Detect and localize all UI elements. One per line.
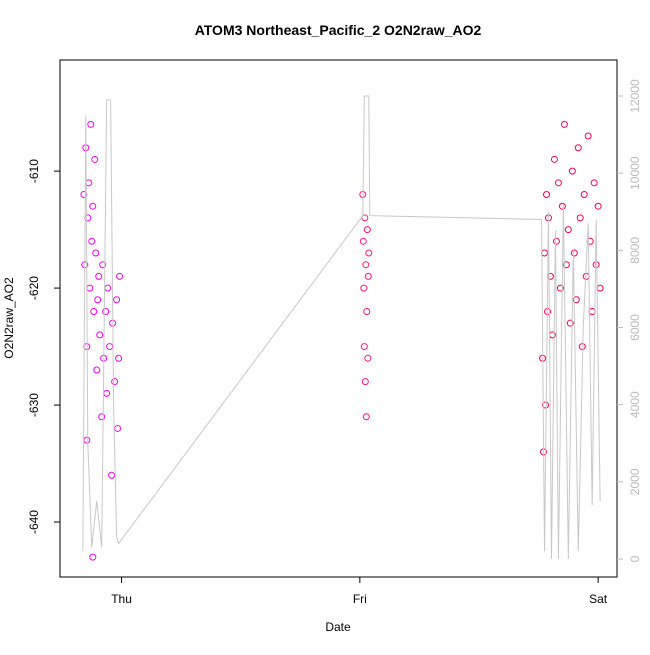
point	[542, 401, 550, 409]
point	[114, 424, 122, 432]
point	[594, 202, 602, 210]
point	[588, 307, 596, 315]
point	[113, 296, 121, 304]
point	[550, 155, 558, 163]
point	[574, 144, 582, 152]
point	[363, 226, 371, 234]
point	[98, 413, 106, 421]
point	[89, 202, 97, 210]
point	[572, 296, 580, 304]
point	[562, 261, 570, 269]
point	[103, 389, 111, 397]
point	[95, 272, 103, 280]
point	[361, 214, 369, 222]
point	[566, 319, 574, 327]
x-tick-label: Thu	[111, 592, 132, 606]
point	[90, 307, 98, 315]
point	[558, 202, 566, 210]
x-axis-label: Date	[325, 620, 351, 634]
y2-tick-label: 8000	[628, 237, 642, 264]
point	[596, 284, 604, 292]
y2-tick-label: 0	[628, 555, 642, 562]
y-tick-label: -620	[27, 276, 41, 300]
point	[576, 214, 584, 222]
point	[94, 296, 102, 304]
point	[362, 413, 370, 421]
point	[584, 132, 592, 140]
point	[360, 284, 368, 292]
point	[541, 249, 549, 257]
point	[364, 354, 372, 362]
point	[89, 553, 97, 561]
point	[543, 191, 551, 199]
y2-tick-label: 2000	[628, 468, 642, 495]
point	[84, 214, 92, 222]
point	[108, 471, 116, 479]
point	[116, 272, 124, 280]
point	[96, 331, 104, 339]
point	[104, 284, 112, 292]
point	[92, 249, 100, 257]
point	[560, 120, 568, 128]
y2-tick-label: 10000	[628, 156, 642, 190]
point	[102, 307, 110, 315]
point	[88, 237, 96, 245]
y2-tick-label: 12000	[628, 79, 642, 113]
point	[362, 261, 370, 269]
chart-title: ATOM3 Northeast_Pacific_2 O2N2raw_AO2	[195, 22, 482, 38]
point	[363, 307, 371, 315]
point	[556, 284, 564, 292]
y2-tick-label: 4000	[628, 391, 642, 418]
point	[552, 237, 560, 245]
point	[554, 179, 562, 187]
y-tick-label: -630	[27, 393, 41, 417]
point	[570, 249, 578, 257]
point	[578, 343, 586, 351]
point	[568, 167, 576, 175]
point	[86, 284, 94, 292]
x-tick-label: Fri	[353, 592, 367, 606]
point	[580, 191, 588, 199]
y-tick-label: -610	[27, 159, 41, 183]
x-tick-label: Sat	[589, 592, 608, 606]
point	[91, 155, 99, 163]
point	[99, 261, 107, 269]
point	[359, 237, 367, 245]
point	[590, 179, 598, 187]
line	[82, 95, 601, 559]
plot-box	[59, 59, 618, 578]
point	[106, 343, 114, 351]
point	[111, 378, 119, 386]
y2-tick-label: 6000	[628, 314, 642, 341]
point	[360, 343, 368, 351]
point	[364, 272, 372, 280]
y-tick-label: -640	[27, 510, 41, 534]
point	[546, 272, 554, 280]
point	[115, 354, 123, 362]
point	[361, 378, 369, 386]
point	[87, 120, 95, 128]
point	[592, 261, 600, 269]
point	[83, 436, 91, 444]
point	[93, 366, 101, 374]
point	[564, 226, 572, 234]
y-axis-label: O2N2raw_AO2	[2, 277, 16, 359]
point	[80, 191, 88, 199]
point	[365, 249, 373, 257]
